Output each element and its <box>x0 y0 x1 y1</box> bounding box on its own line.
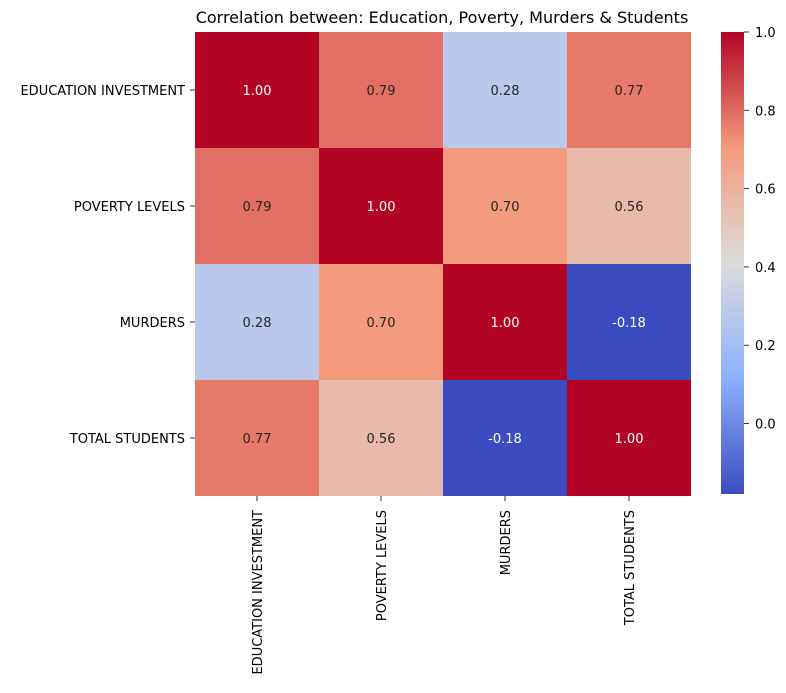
y-tick-label-murders: MURDERS <box>120 316 185 331</box>
heatmap-cell-2-1 <box>319 264 443 380</box>
colorbar: 0.0 0.2 0.4 0.6 0.8 1.0 <box>721 26 776 494</box>
heatmap-cell-1-0 <box>195 148 319 264</box>
heatmap-cell-0-2 <box>443 32 567 148</box>
chart-title: Correlation between: Education, Poverty,… <box>196 8 689 27</box>
x-tick-label-murders: MURDERS <box>499 510 514 575</box>
heatmap-cell-3-0 <box>195 380 319 496</box>
y-tick-label-poverty-levels: POVERTY LEVELS <box>74 200 185 215</box>
cell-annotation-3-0: 0.77 <box>243 432 272 447</box>
cell-annotation-3-3: 1.00 <box>615 432 644 447</box>
cell-annotation-3-2: -0.18 <box>488 432 522 447</box>
cell-annotation-1-3: 0.56 <box>615 200 644 215</box>
heatmap-cell-2-2 <box>443 264 567 380</box>
colorbar-tick-label: 0.4 <box>755 261 776 276</box>
colorbar-tick-label: 0.8 <box>755 104 776 119</box>
x-tick-label-education-investment: EDUCATION INVESTMENT <box>251 510 266 675</box>
cell-annotation-2-1: 0.70 <box>367 316 396 331</box>
x-tick-label-total-students: TOTAL STUDENTS <box>623 510 638 626</box>
x-tick-labels: EDUCATION INVESTMENT POVERTY LEVELS MURDER… <box>251 496 638 675</box>
cell-annotation-2-2: 1.00 <box>491 316 520 331</box>
cell-annotation-1-1: 1.00 <box>367 200 396 215</box>
heatmap-cell-0-1 <box>319 32 443 148</box>
y-tick-label-education-investment: EDUCATION INVESTMENT <box>20 84 185 99</box>
heatmap-cell-0-0 <box>195 32 319 148</box>
colorbar-gradient <box>721 32 744 494</box>
colorbar-tick-label: 1.0 <box>755 26 776 41</box>
y-tick-label-total-students: TOTAL STUDENTS <box>69 432 185 447</box>
heatmap-cell-1-2 <box>443 148 567 264</box>
heatmap-cell-0-3 <box>567 32 691 148</box>
heatmap-cell-3-1 <box>319 380 443 496</box>
colorbar-tick-label: 0.0 <box>755 418 776 433</box>
heatmap-cell-1-3 <box>567 148 691 264</box>
y-tick-labels: EDUCATION INVESTMENT POVERTY LEVELS MURDER… <box>20 84 195 447</box>
heatmap-cells: 1.00 0.79 0.28 0.77 0.79 1.00 0.70 0.56 0.28 0.70… <box>195 32 691 496</box>
x-tick-label-poverty-levels: POVERTY LEVELS <box>375 510 390 621</box>
cell-annotation-1-2: 0.70 <box>491 200 520 215</box>
cell-annotation-0-3: 0.77 <box>615 84 644 99</box>
heatmap-cell-1-1 <box>319 148 443 264</box>
heatmap-cell-2-3 <box>567 264 691 380</box>
cell-annotation-1-0: 0.79 <box>243 200 272 215</box>
cell-annotation-2-0: 0.28 <box>243 316 272 331</box>
colorbar-tick-label: 0.2 <box>755 339 776 354</box>
cell-annotation-2-3: -0.18 <box>612 316 646 331</box>
heatmap-cell-3-2 <box>443 380 567 496</box>
cell-annotation-0-2: 0.28 <box>491 84 520 99</box>
cell-annotation-0-0: 1.00 <box>243 84 272 99</box>
cell-annotation-3-1: 0.56 <box>367 432 396 447</box>
colorbar-tick-label: 0.6 <box>755 183 776 198</box>
heatmap-cell-2-0 <box>195 264 319 380</box>
heatmap-cell-3-3 <box>567 380 691 496</box>
cell-annotation-0-1: 0.79 <box>367 84 396 99</box>
